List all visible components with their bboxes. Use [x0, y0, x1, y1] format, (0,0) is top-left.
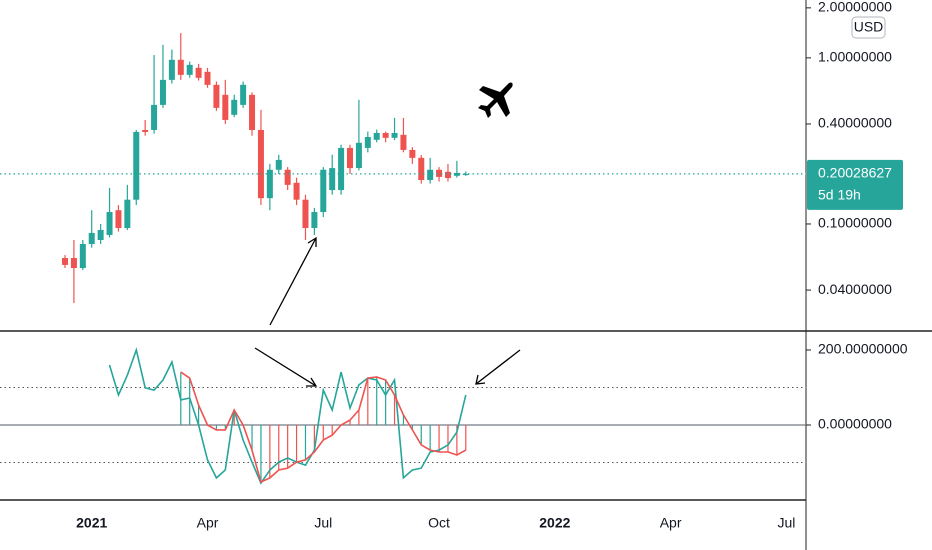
candle-body: [293, 182, 300, 200]
candle-body: [133, 131, 140, 200]
line-cci: [108, 347, 467, 485]
candle-body: [213, 84, 220, 108]
candle-body: [418, 157, 425, 180]
x-tick-label: 2021: [76, 515, 107, 531]
x-tick-label: Jul: [314, 515, 332, 531]
candle-body: [124, 199, 131, 228]
candle-body: [106, 212, 113, 235]
x-tick-label: Apr: [197, 515, 219, 531]
y-tick-label: 0.04000000: [818, 281, 892, 297]
candle-body: [329, 168, 336, 191]
candle-body: [347, 147, 354, 169]
y-tick-label: 0.00000000: [818, 416, 892, 432]
x-tick-label: 2022: [539, 515, 570, 531]
candle-body: [355, 142, 362, 169]
candle-body: [320, 169, 327, 213]
candle-body: [62, 257, 69, 265]
candle-body: [364, 136, 371, 148]
candle-body: [142, 129, 149, 132]
x-tick-label: Oct: [428, 515, 450, 531]
y-tick-label: 2.00000000: [818, 0, 892, 15]
currency-box[interactable]: [851, 16, 886, 39]
candle-body: [168, 59, 175, 80]
last-price-label: 0.20028627: [818, 165, 892, 181]
candle-body: [249, 94, 256, 130]
candle-body: [311, 212, 318, 228]
line-signal: [180, 371, 467, 484]
candle-body: [400, 134, 407, 150]
candle-body: [151, 104, 158, 130]
candle-body: [453, 172, 460, 176]
y-tick-label: 200.00000000: [818, 341, 908, 357]
candle-body: [338, 147, 345, 191]
countdown-label: 5d 19h: [818, 187, 861, 203]
airplane-icon: [478, 82, 513, 118]
candle-body: [391, 132, 398, 138]
candle-body: [436, 169, 443, 177]
candle-body: [382, 132, 389, 138]
candle-body: [70, 257, 77, 269]
last-price-box: [807, 159, 903, 210]
candle-body: [284, 169, 291, 185]
candle-body: [266, 169, 273, 199]
candle-body: [204, 71, 211, 85]
currency[interactable]: USD: [854, 19, 884, 35]
y-tick-label: 0.10000000: [818, 215, 892, 231]
y-tick-label: 1.00000000: [818, 49, 892, 65]
candle-body: [444, 171, 451, 179]
candle-body: [222, 94, 229, 120]
candle-body: [427, 169, 434, 180]
candle-body: [159, 79, 166, 105]
candle-body: [97, 229, 104, 240]
x-tick-label: Apr: [660, 515, 682, 531]
candle-body: [240, 84, 247, 105]
candle-body: [177, 59, 184, 75]
candle-body: [302, 199, 309, 228]
candle-body: [257, 129, 264, 199]
candle-body: [275, 159, 282, 170]
candle-body: [79, 243, 86, 269]
candle-body: [186, 64, 193, 75]
candle-body: [409, 149, 416, 158]
x-tick-label: Jul: [777, 515, 795, 531]
candle-body: [462, 173, 469, 176]
annotations: [254, 236, 521, 387]
candle-body: [88, 232, 95, 244]
candle-body: [373, 132, 380, 140]
candle-body: [195, 67, 202, 78]
candle-body: [115, 210, 122, 228]
y-tick-label: 0.40000000: [818, 115, 892, 131]
candle-body: [231, 99, 238, 115]
